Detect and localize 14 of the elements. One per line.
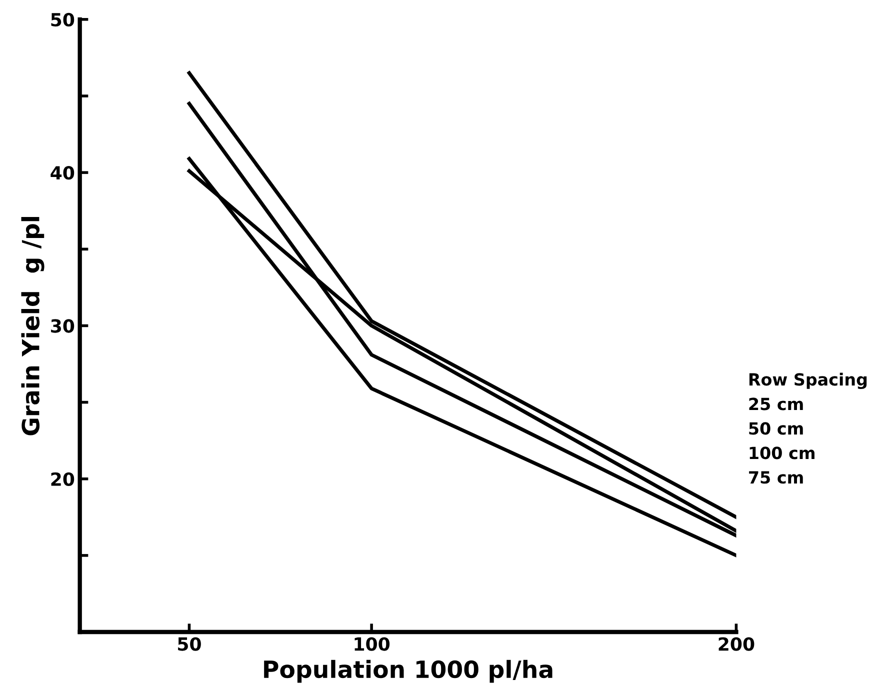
x-tick-label: 50	[178, 637, 201, 651]
x-tick-label: 200	[718, 637, 754, 651]
x-tick-label: 100	[354, 637, 390, 651]
y-tick-label: 50	[51, 12, 74, 27]
text: 100 cm	[750, 446, 814, 460]
legend-title: Row Spacing	[749, 372, 867, 390]
y-tick-label: 30	[51, 319, 74, 333]
text: 25 cm	[749, 398, 803, 410]
text: 50 cm	[749, 422, 803, 435]
y-tick-label: 20	[51, 472, 74, 486]
y-axis-title: Grain Yield g /pl	[21, 216, 44, 436]
x-axis-title: Population 1000 pl/ha	[264, 660, 552, 683]
y-tick-label: 40	[50, 166, 74, 180]
text: 75 cm	[749, 471, 803, 484]
